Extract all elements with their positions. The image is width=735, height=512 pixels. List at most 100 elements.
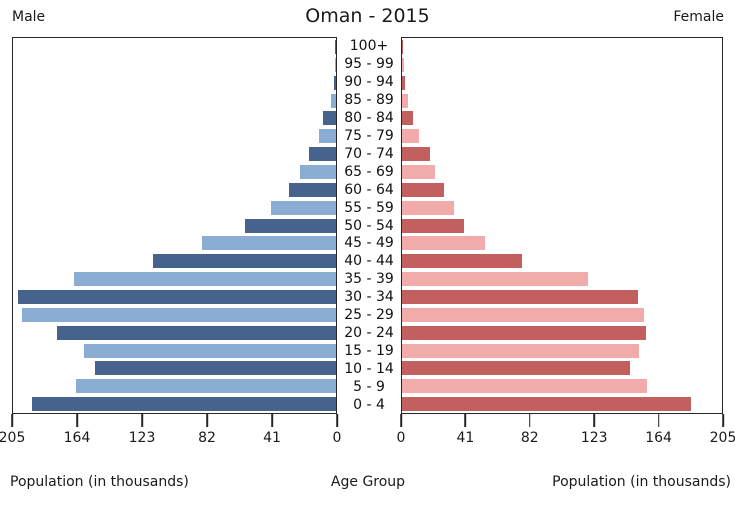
female-bar-35-39 bbox=[402, 272, 588, 287]
male-row-35-39 bbox=[13, 270, 336, 288]
male-bar-65-69 bbox=[299, 164, 336, 179]
female-row-25-29 bbox=[402, 306, 722, 324]
male-row-70-74 bbox=[13, 145, 336, 163]
female-row-40-44 bbox=[402, 252, 722, 270]
left-tick-164 bbox=[76, 414, 78, 427]
age-label-55-59: 55 - 59 bbox=[344, 199, 394, 216]
female-row-50-54 bbox=[402, 217, 722, 235]
left-tick-123 bbox=[141, 414, 143, 427]
female-row-95-99 bbox=[402, 56, 722, 74]
male-bar-70-74 bbox=[309, 147, 336, 162]
male-row-50-54 bbox=[13, 217, 336, 235]
age-label-65-69: 65 - 69 bbox=[344, 163, 394, 180]
male-bar-90-94 bbox=[333, 75, 336, 90]
male-row-100+ bbox=[13, 38, 336, 56]
female-bar-15-19 bbox=[402, 343, 640, 358]
female-bar-70-74 bbox=[402, 147, 431, 162]
male-bar-55-59 bbox=[271, 200, 336, 215]
male-bar-5-9 bbox=[76, 379, 336, 394]
age-label-85-89: 85 - 89 bbox=[344, 91, 394, 108]
male-row-75-79 bbox=[13, 127, 336, 145]
left-tick-205 bbox=[11, 414, 13, 427]
male-row-85-89 bbox=[13, 92, 336, 110]
right-tick-205 bbox=[722, 414, 724, 427]
male-bar-75-79 bbox=[318, 129, 336, 144]
female-bar-60-64 bbox=[402, 182, 445, 197]
female-row-80-84 bbox=[402, 109, 722, 127]
left-tick-label-164: 164 bbox=[63, 430, 91, 446]
female-row-35-39 bbox=[402, 270, 722, 288]
age-label-20-24: 20 - 24 bbox=[344, 325, 394, 342]
male-bar-30-34 bbox=[17, 289, 336, 304]
female-row-100+ bbox=[402, 38, 722, 56]
left-tick-41 bbox=[271, 414, 273, 427]
female-axis-ticks bbox=[400, 414, 724, 428]
age-label-90-94: 90 - 94 bbox=[344, 73, 394, 90]
female-bar-45-49 bbox=[402, 236, 485, 251]
chart-title: Oman - 2015 bbox=[305, 5, 430, 27]
left-tick-label-0: 0 bbox=[332, 430, 342, 446]
age-label-95-99: 95 - 99 bbox=[344, 55, 394, 72]
left-tick-label-205: 205 bbox=[0, 430, 26, 446]
male-bar-40-44 bbox=[153, 254, 336, 269]
male-bar-95-99 bbox=[334, 57, 336, 72]
age-label-15-19: 15 - 19 bbox=[344, 343, 394, 360]
right-tick-164 bbox=[657, 414, 660, 427]
female-bar-100+ bbox=[402, 39, 403, 54]
male-row-10-14 bbox=[13, 359, 336, 377]
age-label-80-84: 80 - 84 bbox=[344, 109, 394, 126]
male-axis-title: Population (in thousands) bbox=[10, 474, 189, 490]
female-row-65-69 bbox=[402, 163, 722, 181]
female-bar-85-89 bbox=[402, 93, 409, 108]
female-row-0-4 bbox=[402, 395, 722, 413]
male-row-60-64 bbox=[13, 181, 336, 199]
female-bar-30-34 bbox=[402, 289, 638, 304]
age-label-40-44: 40 - 44 bbox=[344, 253, 394, 270]
female-chart-panel bbox=[401, 37, 723, 414]
female-row-70-74 bbox=[402, 145, 722, 163]
male-row-15-19 bbox=[13, 342, 336, 360]
male-row-90-94 bbox=[13, 74, 336, 92]
age-label-5-9: 5 - 9 bbox=[353, 379, 385, 396]
male-bar-25-29 bbox=[22, 307, 336, 322]
male-axis-tick-labels: 205 164 123 82 41 0 bbox=[0, 430, 341, 448]
right-tick-label-205: 205 bbox=[709, 430, 735, 446]
male-bar-50-54 bbox=[244, 218, 336, 233]
male-bar-80-84 bbox=[323, 111, 336, 126]
male-row-95-99 bbox=[13, 56, 336, 74]
male-row-45-49 bbox=[13, 234, 336, 252]
right-tick-label-0: 0 bbox=[396, 430, 406, 446]
left-tick-label-123: 123 bbox=[128, 430, 156, 446]
female-row-90-94 bbox=[402, 74, 722, 92]
male-row-40-44 bbox=[13, 252, 336, 270]
age-label-25-29: 25 - 29 bbox=[344, 307, 394, 324]
age-label-35-39: 35 - 39 bbox=[344, 271, 394, 288]
right-tick-label-41: 41 bbox=[456, 430, 475, 446]
female-bar-10-14 bbox=[402, 361, 630, 376]
female-bar-95-99 bbox=[402, 57, 404, 72]
female-row-85-89 bbox=[402, 92, 722, 110]
age-label-0-4: 0 - 4 bbox=[353, 397, 385, 414]
female-bar-5-9 bbox=[402, 379, 648, 394]
age-group-label-column: 100+ 95 - 99 90 - 94 85 - 89 80 - 84 75 - 79 7… bbox=[337, 37, 401, 414]
age-label-30-34: 30 - 34 bbox=[344, 289, 394, 306]
right-tick-123 bbox=[593, 414, 595, 427]
age-label-60-64: 60 - 64 bbox=[344, 181, 394, 198]
male-axis-ticks bbox=[11, 414, 338, 428]
age-label-45-49: 45 - 49 bbox=[344, 235, 394, 252]
age-label-100+: 100+ bbox=[349, 37, 389, 54]
female-bar-55-59 bbox=[402, 200, 454, 215]
male-bar-10-14 bbox=[94, 361, 336, 376]
right-tick-41 bbox=[464, 414, 467, 427]
left-tick-label-82: 82 bbox=[198, 430, 216, 446]
female-row-20-24 bbox=[402, 324, 722, 342]
female-bar-75-79 bbox=[402, 129, 420, 144]
male-bar-100+ bbox=[335, 39, 336, 54]
female-axis-title: Population (in thousands) bbox=[552, 474, 731, 490]
male-bar-15-19 bbox=[83, 343, 336, 358]
male-row-55-59 bbox=[13, 199, 336, 217]
male-row-25-29 bbox=[13, 306, 336, 324]
female-row-75-79 bbox=[402, 127, 722, 145]
right-tick-label-123: 123 bbox=[580, 430, 608, 446]
